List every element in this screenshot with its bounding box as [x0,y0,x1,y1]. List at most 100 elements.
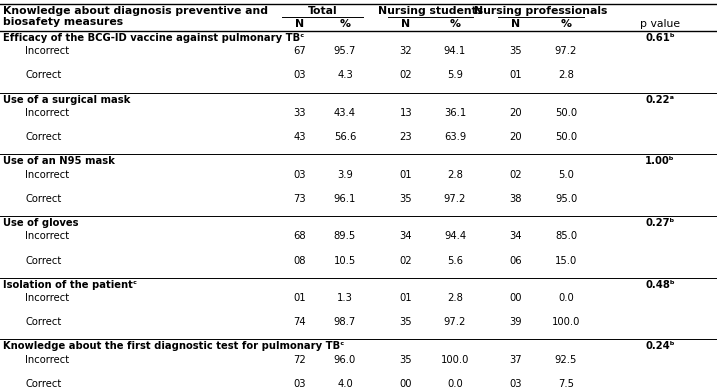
Text: 02: 02 [510,170,522,180]
Text: Nursing students: Nursing students [378,6,483,16]
Text: 100.0: 100.0 [441,355,469,365]
Text: 63.9: 63.9 [444,132,466,142]
Text: 2.8: 2.8 [558,70,574,80]
Text: N: N [402,19,411,29]
Text: Correct: Correct [25,70,61,80]
Text: 7.5: 7.5 [558,379,574,388]
Text: Use of gloves: Use of gloves [3,218,78,228]
Text: p value: p value [640,19,680,29]
Text: 5.0: 5.0 [558,170,574,180]
Text: 94.4: 94.4 [444,231,466,241]
Text: Use of a surgical mask: Use of a surgical mask [3,95,130,104]
Text: 03: 03 [294,170,306,180]
Text: 0.27ᵇ: 0.27ᵇ [645,218,675,228]
Text: 50.0: 50.0 [555,108,577,118]
Text: Correct: Correct [25,256,61,265]
Text: 0.0: 0.0 [447,379,463,388]
Text: 67: 67 [294,46,306,56]
Text: 2.8: 2.8 [447,293,463,303]
Text: Incorrect: Incorrect [25,170,69,180]
Text: 43.4: 43.4 [334,108,356,118]
Text: 95.7: 95.7 [334,46,356,56]
Text: 20: 20 [510,132,522,142]
Text: 96.1: 96.1 [334,194,356,204]
Text: 43: 43 [294,132,306,142]
Text: %: % [450,19,460,29]
Text: 72: 72 [294,355,306,365]
Text: 23: 23 [399,132,412,142]
Text: 1.3: 1.3 [337,293,353,303]
Text: Incorrect: Incorrect [25,46,69,56]
Text: Nursing professionals: Nursing professionals [475,6,608,16]
Text: 32: 32 [399,46,412,56]
Text: 10.5: 10.5 [334,256,356,265]
Text: 73: 73 [294,194,306,204]
Text: 02: 02 [399,70,412,80]
Text: Total: Total [308,6,337,16]
Text: 3.9: 3.9 [337,170,353,180]
Text: %: % [340,19,351,29]
Text: Isolation of the patientᶜ: Isolation of the patientᶜ [3,280,137,290]
Text: Incorrect: Incorrect [25,231,69,241]
Text: 0.24ᵇ: 0.24ᵇ [645,341,675,352]
Text: 56.6: 56.6 [334,132,356,142]
Text: Efficacy of the BCG-ID vaccine against pulmonary TBᶜ: Efficacy of the BCG-ID vaccine against p… [3,33,304,43]
Text: Correct: Correct [25,132,61,142]
Text: 15.0: 15.0 [555,256,577,265]
Text: 20: 20 [510,108,522,118]
Text: Knowledge about diagnosis preventive and
biosafety measures: Knowledge about diagnosis preventive and… [3,6,268,28]
Text: 33: 33 [294,108,306,118]
Text: 01: 01 [399,170,412,180]
Text: 37: 37 [510,355,522,365]
Text: 03: 03 [294,70,306,80]
Text: 94.1: 94.1 [444,46,466,56]
Text: 97.2: 97.2 [444,317,466,327]
Text: 35: 35 [399,194,412,204]
Text: Correct: Correct [25,317,61,327]
Text: 38: 38 [510,194,522,204]
Text: 100.0: 100.0 [552,317,580,327]
Text: 4.0: 4.0 [337,379,353,388]
Text: 74: 74 [294,317,306,327]
Text: 96.0: 96.0 [334,355,356,365]
Text: 00: 00 [510,293,522,303]
Text: 5.9: 5.9 [447,70,463,80]
Text: 0.61ᵇ: 0.61ᵇ [645,33,675,43]
Text: 34: 34 [510,231,522,241]
Text: 85.0: 85.0 [555,231,577,241]
Text: Incorrect: Incorrect [25,355,69,365]
Text: 5.6: 5.6 [447,256,463,265]
Text: 2.8: 2.8 [447,170,463,180]
Text: 97.2: 97.2 [555,46,577,56]
Text: 95.0: 95.0 [555,194,577,204]
Text: 36.1: 36.1 [444,108,466,118]
Text: 50.0: 50.0 [555,132,577,142]
Text: 68: 68 [294,231,306,241]
Text: Use of an N95 mask: Use of an N95 mask [3,156,115,166]
Text: Correct: Correct [25,194,61,204]
Text: 0.22ᵃ: 0.22ᵃ [645,95,675,104]
Text: 03: 03 [294,379,306,388]
Text: Knowledge about the first diagnostic test for pulmonary TBᶜ: Knowledge about the first diagnostic tes… [3,341,344,352]
Text: 4.3: 4.3 [337,70,353,80]
Text: 13: 13 [399,108,412,118]
Text: 01: 01 [510,70,522,80]
Text: 0.0: 0.0 [558,293,574,303]
Text: N: N [511,19,521,29]
Text: 35: 35 [399,317,412,327]
Text: 01: 01 [399,293,412,303]
Text: 98.7: 98.7 [334,317,356,327]
Text: %: % [561,19,571,29]
Text: 35: 35 [399,355,412,365]
Text: 08: 08 [294,256,306,265]
Text: 92.5: 92.5 [555,355,577,365]
Text: 39: 39 [510,317,522,327]
Text: Correct: Correct [25,379,61,388]
Text: 89.5: 89.5 [334,231,356,241]
Text: Incorrect: Incorrect [25,293,69,303]
Text: 06: 06 [510,256,522,265]
Text: 97.2: 97.2 [444,194,466,204]
Text: 01: 01 [294,293,306,303]
Text: 1.00ᵇ: 1.00ᵇ [645,156,675,166]
Text: 00: 00 [400,379,412,388]
